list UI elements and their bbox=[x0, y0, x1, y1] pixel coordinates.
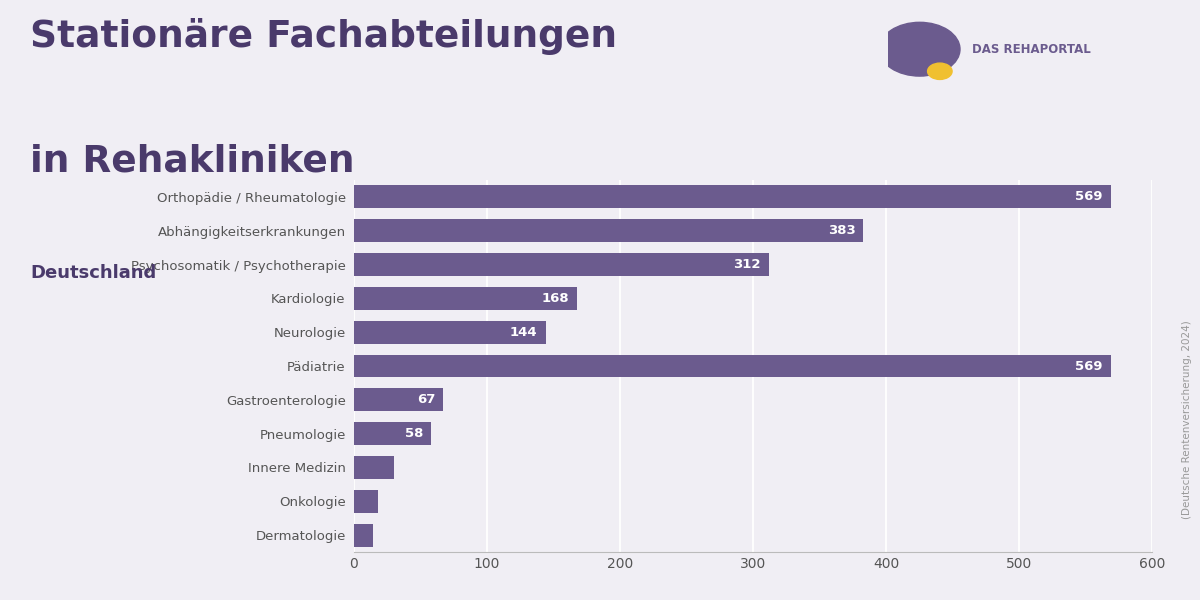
Text: 569: 569 bbox=[1075, 190, 1103, 203]
Bar bbox=[354, 524, 373, 547]
Text: DAS REHAPORTAL: DAS REHAPORTAL bbox=[972, 43, 1091, 56]
Bar bbox=[354, 287, 577, 310]
Bar bbox=[354, 253, 769, 276]
Bar bbox=[354, 388, 443, 412]
Text: Deutschland: Deutschland bbox=[30, 264, 156, 282]
Text: 168: 168 bbox=[542, 292, 570, 305]
Text: 67: 67 bbox=[416, 394, 436, 406]
Text: 312: 312 bbox=[733, 258, 761, 271]
Bar bbox=[354, 422, 431, 445]
Text: 58: 58 bbox=[404, 427, 424, 440]
Bar bbox=[354, 456, 394, 479]
Bar bbox=[354, 185, 1111, 208]
Text: Stationäre Fachabteilungen: Stationäre Fachabteilungen bbox=[30, 18, 617, 55]
Text: 144: 144 bbox=[510, 326, 538, 338]
Bar bbox=[354, 219, 863, 242]
Bar bbox=[354, 490, 378, 513]
Circle shape bbox=[928, 63, 952, 79]
Bar bbox=[354, 320, 546, 344]
Text: (Deutsche Rentenversicherung, 2024): (Deutsche Rentenversicherung, 2024) bbox=[1182, 320, 1192, 520]
Text: 569: 569 bbox=[1075, 359, 1103, 373]
Bar bbox=[354, 355, 1111, 377]
Text: 383: 383 bbox=[828, 224, 856, 237]
Circle shape bbox=[880, 22, 960, 76]
Text: in Rehakliniken: in Rehakliniken bbox=[30, 144, 354, 180]
